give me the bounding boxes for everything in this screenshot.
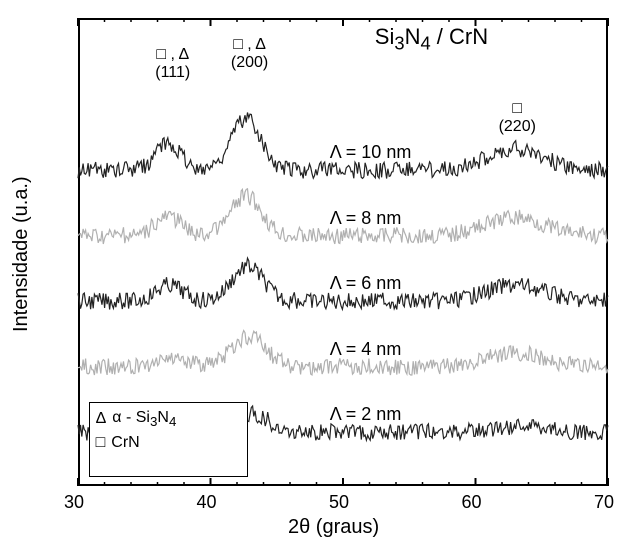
- y-axis-label: Intensidade (u.a.): [10, 176, 33, 332]
- legend-text: α - Si3N4: [112, 407, 176, 432]
- legend-text: CrN: [111, 432, 139, 454]
- legend-box: Δα - Si3N4□CrN: [89, 402, 248, 477]
- peak-miller: (200): [220, 54, 280, 72]
- trace-label-lambda_8nm: Λ = 8 nm: [330, 208, 402, 229]
- x-axis-label: 2θ (graus): [288, 516, 379, 539]
- trace-label-lambda_2nm: Λ = 2 nm: [330, 404, 402, 425]
- peak-symbol: □ , Δ: [143, 46, 203, 64]
- peak-symbol: □ , Δ: [220, 36, 280, 54]
- peak-miller: (220): [487, 118, 547, 136]
- peak-symbol: □: [487, 100, 547, 118]
- trace-label-lambda_6nm: Λ = 6 nm: [330, 273, 402, 294]
- peak-annotation: □(220): [487, 100, 547, 136]
- x-tick-label: 40: [197, 492, 217, 513]
- trace-label-lambda_10nm: Λ = 10 nm: [330, 142, 412, 163]
- x-tick-label: 60: [462, 492, 482, 513]
- trace-label-lambda_4nm: Λ = 4 nm: [330, 339, 402, 360]
- x-tick-label: 70: [594, 492, 614, 513]
- legend-item: Δα - Si3N4: [96, 407, 241, 432]
- x-tick-label: 50: [329, 492, 349, 513]
- legend-symbol: □: [96, 432, 106, 454]
- chart-title-compound: Si3N4 / CrN: [375, 24, 488, 54]
- peak-annotation: □ , Δ(111): [143, 46, 203, 82]
- legend-item: □CrN: [96, 432, 241, 454]
- x-tick-label: 30: [64, 492, 84, 513]
- peak-annotation: □ , Δ(200): [220, 36, 280, 72]
- legend-symbol: Δ: [96, 408, 107, 430]
- peak-miller: (111): [143, 64, 203, 82]
